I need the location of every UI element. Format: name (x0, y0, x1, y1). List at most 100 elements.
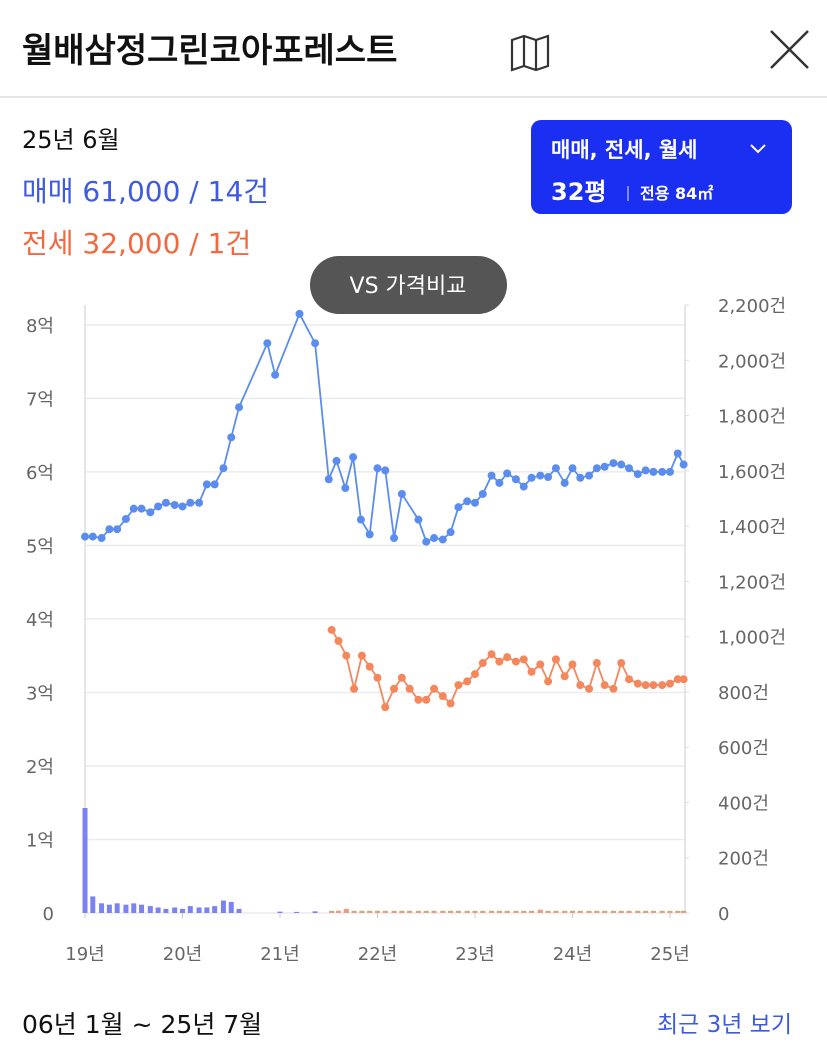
point (673, 449, 682, 458)
point (592, 464, 601, 473)
point (519, 655, 528, 664)
point (658, 681, 667, 690)
filter-types: 매매, 전세, 월세 (551, 138, 698, 162)
bar (204, 907, 210, 913)
bar (359, 911, 365, 913)
point (568, 660, 577, 669)
range-label: 06년 1월 ~ 25년 7월 (22, 1010, 262, 1039)
map-icon[interactable] (510, 34, 550, 72)
bar (374, 911, 380, 913)
point (454, 681, 463, 690)
point (600, 681, 609, 690)
point (641, 466, 650, 475)
point (390, 534, 399, 543)
filter-size: 32평 (551, 178, 606, 206)
x-tick-label: 21년 (260, 944, 299, 965)
point (422, 695, 431, 704)
bar (667, 911, 673, 913)
point (478, 489, 487, 498)
bar (529, 911, 535, 913)
point (137, 504, 146, 513)
summary-date: 25년 6월 (22, 126, 120, 154)
point (592, 659, 601, 668)
y2-tick-label: 0 (718, 904, 729, 925)
bar (155, 907, 161, 913)
point (536, 471, 545, 480)
recent-link[interactable]: 최근 3년 보기 (657, 1012, 792, 1038)
point (88, 532, 97, 541)
point (511, 657, 520, 666)
point (470, 498, 479, 507)
point (271, 370, 280, 379)
point (430, 534, 439, 543)
point (551, 464, 560, 473)
y2-tick-label: 1,600건 (718, 462, 786, 483)
bar (431, 911, 437, 913)
point (365, 530, 374, 539)
point (560, 478, 569, 487)
point (263, 339, 272, 348)
point (146, 508, 155, 517)
bar (472, 911, 478, 913)
bar (562, 911, 568, 913)
point (585, 471, 594, 480)
y-tick-label: 4억 (26, 610, 54, 631)
point (679, 675, 688, 684)
point (544, 677, 553, 686)
point (454, 503, 463, 512)
y-tick-label: 6억 (26, 463, 54, 484)
point (430, 684, 439, 693)
summary-sale: 매매 61,000 / 14건 (22, 175, 269, 208)
point (210, 480, 219, 489)
bar (489, 911, 495, 913)
y2-tick-label: 2,200건 (718, 296, 786, 317)
point (576, 681, 585, 690)
point (673, 675, 682, 684)
point (495, 478, 504, 487)
bar (106, 904, 112, 913)
compare-button[interactable]: VS 가격비교 (310, 256, 507, 314)
point (105, 525, 114, 534)
chart: 0 1억 2억 3억 4억 5억 6억 7억 8억 0 200건 400건 600건 800건 1,000건… (26, 296, 786, 965)
bar (399, 911, 405, 913)
bar (480, 911, 486, 913)
point (560, 672, 569, 681)
bar (643, 911, 649, 913)
bar (351, 911, 357, 913)
point (341, 484, 350, 493)
point (349, 453, 358, 462)
bar (343, 908, 349, 913)
x-tick-label: 19년 (65, 944, 104, 965)
point (633, 470, 642, 479)
bar (220, 900, 226, 913)
y2-tick-label: 1,400건 (718, 517, 786, 538)
y-tick-label: 2억 (26, 757, 54, 778)
point (381, 703, 390, 712)
point (397, 489, 406, 498)
point (381, 466, 390, 475)
x-tick-label: 23년 (455, 944, 494, 965)
point (81, 532, 89, 541)
point (625, 675, 634, 684)
point (178, 502, 187, 511)
point (129, 504, 138, 513)
y2-tick-label: 1,000건 (718, 628, 786, 649)
point (633, 679, 642, 688)
bar (586, 911, 592, 913)
point (295, 309, 304, 318)
bar (440, 911, 446, 913)
point (446, 528, 455, 537)
bar (82, 807, 88, 913)
point (487, 471, 496, 480)
filter-area: 전용 84㎡ (640, 184, 713, 203)
point (357, 651, 366, 660)
bar (179, 908, 185, 913)
point (503, 469, 512, 478)
point (470, 670, 479, 679)
point (161, 498, 170, 507)
filter-button[interactable]: 매매, 전세, 월세 32평 전용 84㎡ (531, 120, 792, 214)
point (527, 667, 536, 676)
x-tick-label: 20년 (163, 944, 202, 965)
close-button[interactable] (770, 30, 809, 69)
